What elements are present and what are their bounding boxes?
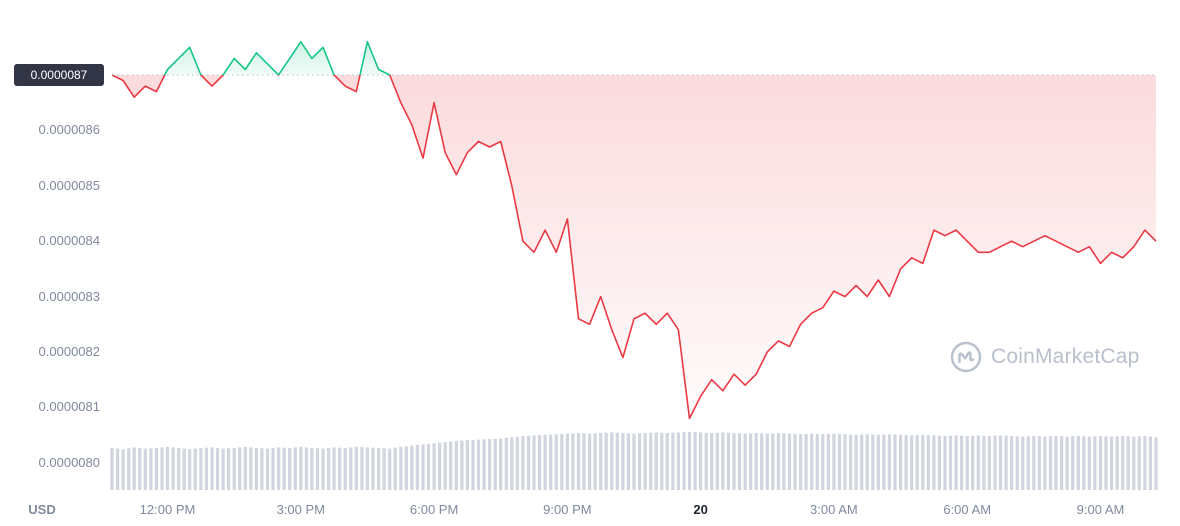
x-axis-label: 3:00 PM bbox=[276, 502, 326, 517]
x-axis-label: 9:00 PM bbox=[543, 502, 592, 517]
y-axis-label: 0.0000081 bbox=[38, 399, 100, 415]
currency-label: USD bbox=[28, 502, 56, 517]
price-line-down bbox=[111, 75, 1157, 420]
y-axis-label: 0.0000084 bbox=[38, 233, 100, 249]
x-axis-label: 6:00 PM bbox=[409, 502, 459, 517]
x-axis-label: 12:00 PM bbox=[139, 502, 196, 517]
y-axis-label: 0.0000085 bbox=[38, 177, 100, 193]
x-axis-label: 6:00 AM bbox=[943, 502, 992, 517]
volume-bars bbox=[110, 431, 1158, 490]
y-axis-label: 0.0000080 bbox=[38, 454, 100, 470]
y-axis-label: 0.0000082 bbox=[38, 344, 100, 359]
coinmarketcap-watermark: CoinMarketCap bbox=[950, 341, 1140, 373]
reference-price-badge: 0.0000087 bbox=[14, 64, 104, 86]
price-line-up bbox=[112, 41, 391, 75]
coinmarketcap-logo-icon bbox=[950, 341, 982, 373]
x-axis-label: 20 bbox=[693, 502, 708, 517]
x-axis-label: 9:00 AM bbox=[1076, 502, 1125, 517]
y-axis-label: 0.0000086 bbox=[38, 122, 100, 138]
watermark-text: CoinMarketCap bbox=[991, 345, 1140, 368]
y-axis-label: 0.0000083 bbox=[38, 288, 100, 304]
x-axis-label: 3:00 AM bbox=[810, 502, 858, 517]
